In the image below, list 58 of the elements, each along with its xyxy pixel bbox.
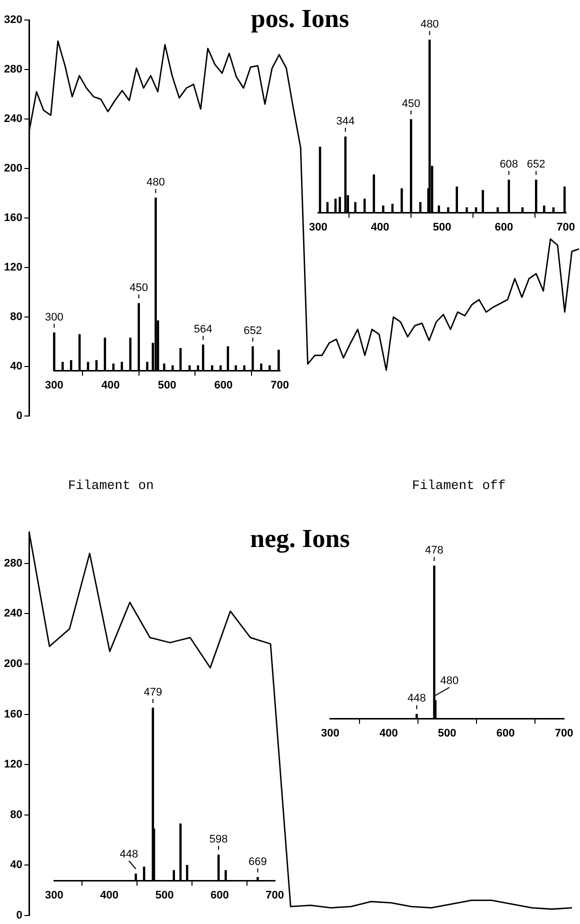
x-tick-label: 500 [158, 379, 176, 392]
annotation: 652 [244, 325, 262, 338]
x-tick-label: 300 [308, 221, 328, 234]
x-tick-label: 400 [101, 379, 120, 392]
y-tick-label: 200 [4, 162, 22, 175]
y-tick-label: 120 [4, 758, 22, 771]
x-tick-label: 400 [370, 221, 390, 234]
annotation: 480 [440, 674, 459, 687]
y-tick-label: 0 [16, 909, 22, 922]
x-tick-label: 600 [210, 889, 229, 902]
x-tick-label: 500 [438, 727, 456, 740]
annotation: 598 [209, 833, 228, 846]
x-tick-label: 700 [266, 889, 284, 902]
x-tick-label: 600 [494, 221, 514, 234]
x-tick-label: 700 [554, 727, 574, 740]
annotation: 652 [526, 158, 546, 170]
annotation: 448 [120, 848, 138, 860]
x-tick-label: 500 [155, 889, 174, 902]
y-tick-label: 80 [10, 311, 22, 324]
y-tick-label: 40 [10, 360, 22, 373]
y-tick-label: 160 [4, 708, 22, 720]
x-tick-label: 600 [496, 727, 515, 740]
chart-title: pos. Ions [250, 4, 350, 34]
x-tick-label: 700 [270, 379, 290, 392]
x-tick-label: 400 [100, 889, 119, 902]
x-tick-label: 300 [44, 889, 64, 902]
text: Filament off [412, 478, 506, 493]
y-tick-label: 160 [4, 212, 22, 224]
annotation: 450 [402, 98, 420, 110]
y-tick-label: 240 [4, 113, 22, 126]
text: Filament on [68, 478, 154, 493]
x-tick-label: 300 [44, 379, 64, 392]
y-tick-label: 80 [10, 808, 22, 821]
y-tick-label: 200 [4, 658, 22, 670]
annotation: 669 [248, 856, 267, 868]
chart-title: neg. Ions [250, 524, 350, 554]
annotation: 564 [194, 323, 212, 336]
y-tick-label: 280 [4, 557, 22, 570]
y-tick-label: 120 [4, 262, 22, 274]
y-tick-label: 240 [4, 608, 22, 620]
annotation: 480 [420, 18, 439, 31]
y-tick-label: 0 [16, 410, 22, 422]
annotation: 450 [130, 282, 148, 294]
y-tick-label: 320 [4, 14, 22, 26]
annotation: 478 [425, 544, 444, 557]
x-tick-label: 700 [556, 221, 576, 234]
annotation: 448 [408, 692, 426, 705]
annotation: 608 [500, 158, 518, 170]
annotation: 344 [336, 115, 355, 128]
x-tick-label: 600 [214, 379, 233, 392]
y-tick-label: 40 [10, 859, 22, 872]
annotation: 480 [146, 176, 165, 189]
x-tick-label: 400 [379, 727, 398, 740]
annotation: 300 [44, 311, 64, 324]
y-tick-label: 280 [4, 64, 22, 76]
x-tick-label: 300 [320, 727, 340, 740]
annotation: 479 [144, 686, 162, 699]
x-tick-label: 500 [432, 221, 452, 234]
